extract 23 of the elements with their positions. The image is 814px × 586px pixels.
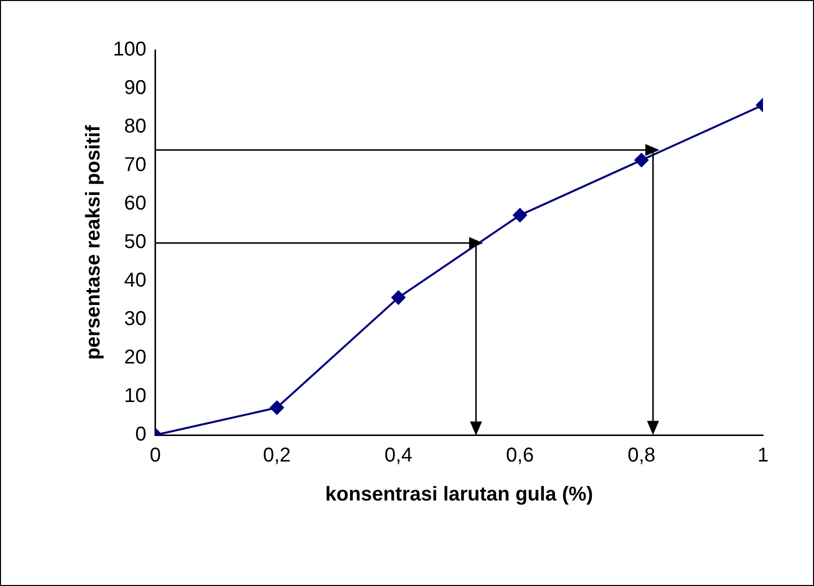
y-tick-label: 10: [124, 385, 146, 408]
y-tick-label: 80: [124, 116, 146, 138]
y-tick-label: 40: [124, 270, 146, 292]
point: [634, 153, 648, 168]
y-tick-label: 0: [135, 424, 146, 446]
y-tick-label: 30: [124, 308, 146, 330]
x-tick-label: 0,8: [628, 444, 656, 467]
x-axis-title: konsentrasi larutan gula (%): [325, 484, 594, 506]
x-tick-label: 0: [150, 444, 161, 467]
y-tick-label: 50: [124, 231, 146, 254]
y-tick-label: 90: [124, 77, 146, 100]
point: [270, 400, 284, 415]
y-axis-title: persentase reaksi positif: [82, 124, 105, 360]
y-tick-label: 20: [124, 346, 146, 369]
point: [391, 290, 406, 305]
x-tick-label: 0,4: [384, 444, 412, 467]
y-tick-label: 100: [112, 38, 146, 61]
x-tick-label: 0,2: [262, 444, 291, 467]
y-tick-label: 70: [124, 154, 146, 176]
y-tick-label: 60: [124, 192, 146, 215]
x-tick-label: 1: [757, 444, 769, 467]
point: [512, 208, 527, 222]
x-tick-label: 0,6: [506, 444, 534, 467]
